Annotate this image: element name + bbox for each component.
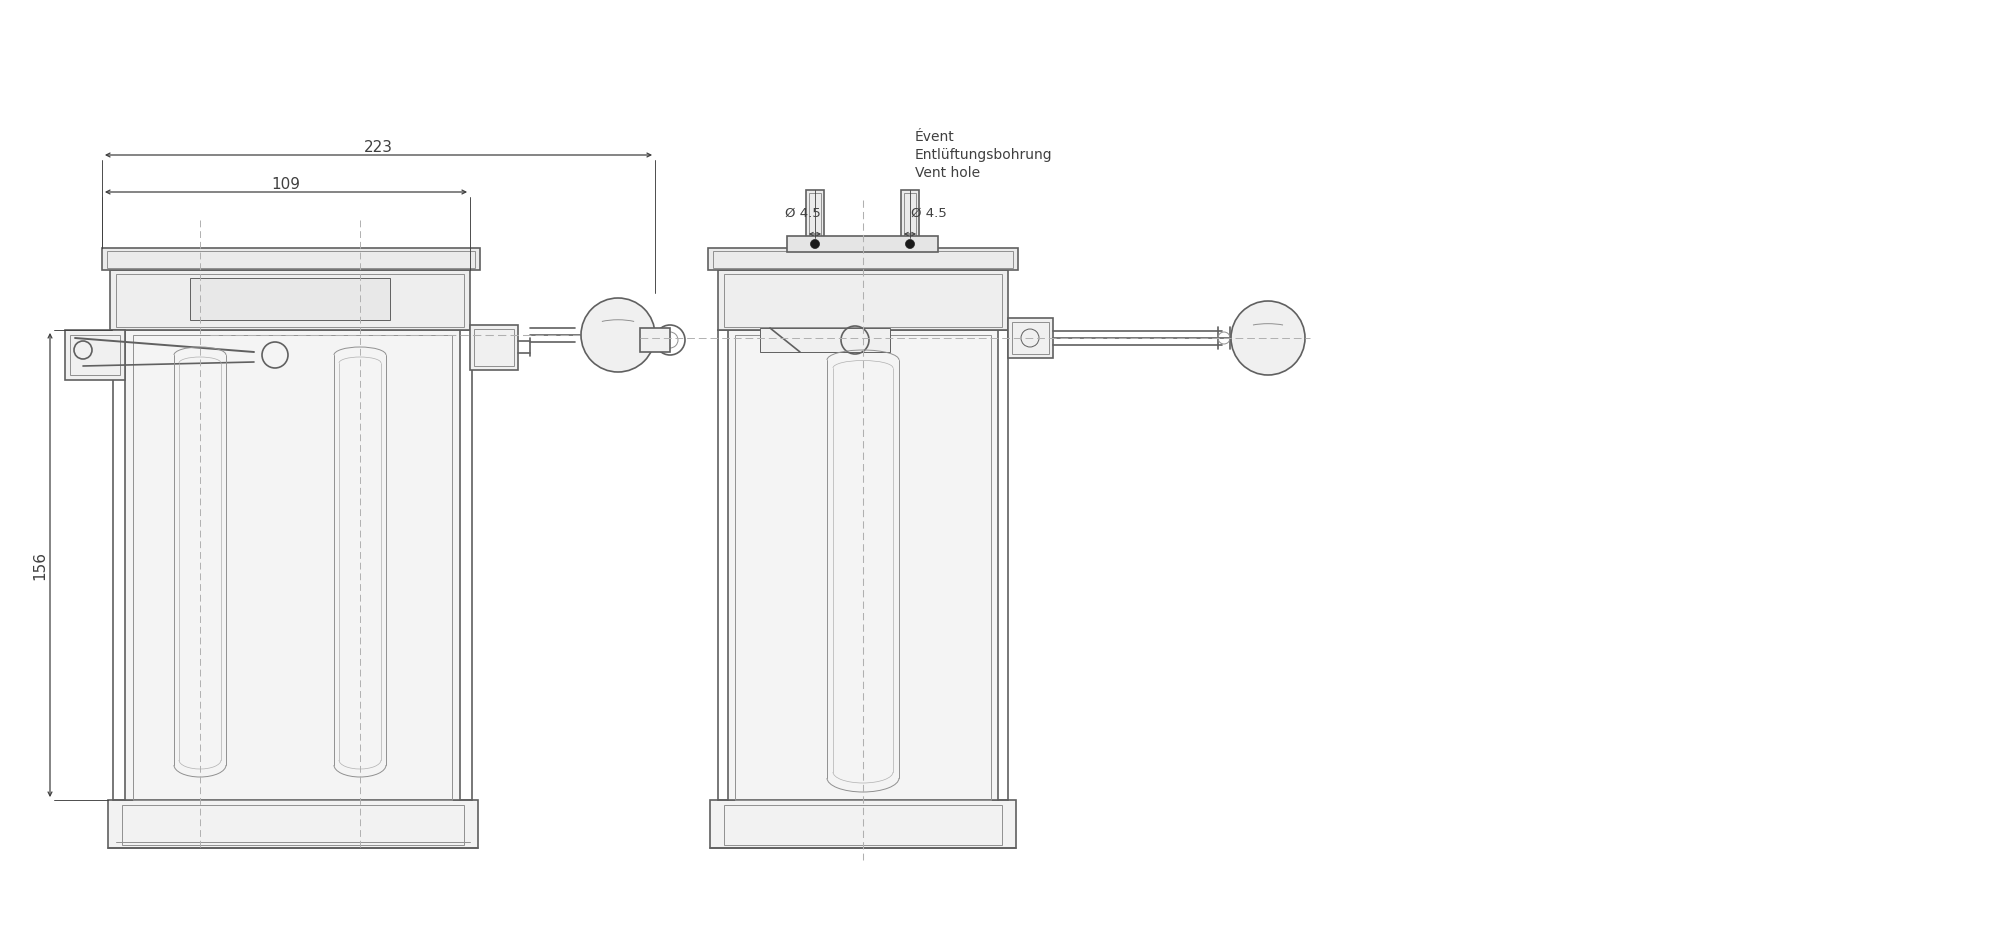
Bar	[70, 335, 120, 375]
Bar	[102, 248, 480, 270]
Bar	[788, 236, 938, 252]
Text: Ø 4.5: Ø 4.5	[784, 207, 820, 220]
Bar	[64, 330, 124, 380]
Bar	[808, 193, 822, 245]
Bar	[728, 330, 998, 800]
Bar	[1008, 318, 1052, 358]
Bar	[724, 805, 1002, 845]
Bar	[108, 800, 478, 848]
Circle shape	[810, 240, 820, 248]
Bar	[132, 335, 452, 800]
Bar	[900, 190, 920, 248]
Circle shape	[580, 298, 656, 372]
Bar	[1012, 322, 1048, 354]
Bar	[110, 270, 470, 330]
Bar	[640, 328, 670, 352]
Bar	[724, 274, 1002, 327]
Bar	[708, 248, 1018, 270]
Bar	[712, 251, 1014, 268]
Bar	[122, 805, 464, 845]
Text: Entlüftungsbohrung: Entlüftungsbohrung	[916, 148, 1052, 162]
Bar	[760, 328, 890, 352]
Text: 223: 223	[364, 139, 392, 154]
Text: Vent hole: Vent hole	[916, 166, 980, 180]
Bar	[718, 270, 1008, 330]
Bar	[470, 325, 518, 370]
Bar	[124, 330, 460, 800]
Bar	[116, 274, 464, 327]
Text: Ø 4.5: Ø 4.5	[912, 207, 946, 220]
Circle shape	[906, 240, 914, 248]
Circle shape	[1232, 301, 1304, 375]
Text: 156: 156	[32, 550, 48, 580]
Text: Évent: Évent	[916, 130, 954, 144]
Bar	[474, 329, 514, 366]
Bar	[806, 190, 824, 248]
Bar	[736, 335, 992, 800]
Bar	[108, 251, 476, 268]
Text: 109: 109	[272, 177, 300, 192]
Bar	[190, 278, 390, 320]
Bar	[710, 800, 1016, 848]
Bar	[904, 193, 916, 245]
